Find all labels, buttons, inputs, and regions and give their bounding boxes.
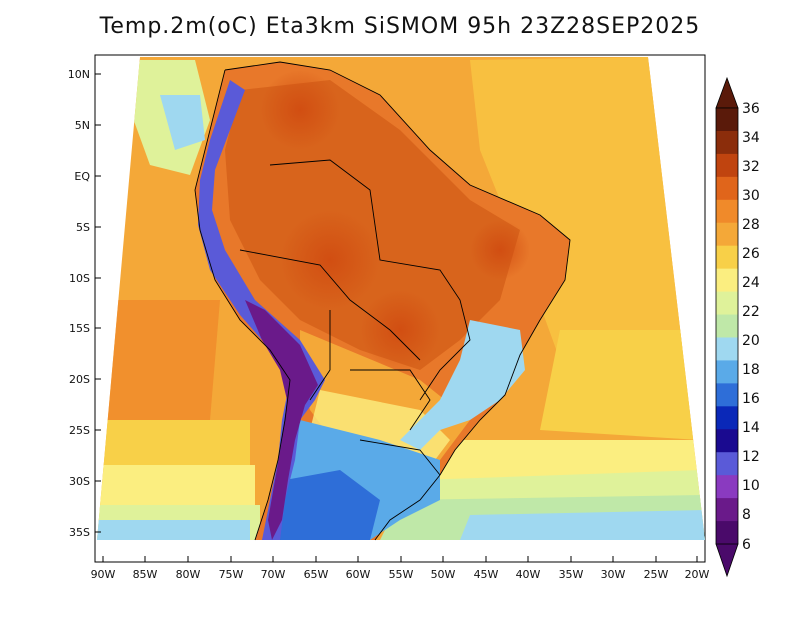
country-borders (194, 61, 571, 541)
colorbar-segment (716, 337, 738, 361)
colorbar-segment (716, 475, 738, 499)
colorbar-segment (716, 383, 738, 407)
colorbar-label: 32 (742, 159, 760, 175)
colorbar-label: 22 (742, 304, 760, 320)
lat-label: 5S (76, 221, 90, 234)
colorbar-label: 30 (742, 188, 760, 204)
colorbar-label: 18 (742, 362, 760, 378)
colorbar-segment (716, 429, 738, 453)
colorbar-segment (716, 452, 738, 476)
colorbar-top-arrow (715, 76, 739, 109)
lat-label: 20S (69, 373, 90, 386)
patagonia-cold (262, 470, 380, 540)
temperature-field (97, 57, 705, 540)
lon-label: 50W (431, 568, 456, 581)
lon-label: 35W (559, 568, 584, 581)
lon-label: 85W (133, 568, 158, 581)
colorbar-segment (716, 360, 738, 384)
colorbar-label: 20 (742, 333, 760, 349)
latitude-ticks (95, 73, 101, 533)
lon-label: 30W (601, 568, 626, 581)
colorbar-segment (716, 153, 738, 178)
colorbar-segment (716, 406, 738, 430)
lon-label: 55W (389, 568, 414, 581)
colorbar-segment (716, 498, 738, 522)
lat-label: 10S (69, 272, 90, 285)
colorbar-label: 34 (742, 130, 760, 146)
pacific-warm-zone (97, 300, 220, 420)
colorbar-segment (716, 291, 738, 315)
lat-label: 30S (69, 475, 90, 488)
lat-label: 35S (69, 526, 90, 539)
atlantic-warm-zone (470, 57, 690, 360)
atlantic-18-zone (460, 510, 705, 540)
lon-label: 65W (304, 568, 329, 581)
colorbar-segments (715, 107, 739, 545)
pacific-18-zone (97, 520, 250, 540)
lon-label: 70W (261, 568, 286, 581)
lon-label: 40W (516, 568, 541, 581)
lon-label: 80W (176, 568, 201, 581)
lon-label: 25W (644, 568, 669, 581)
colorbar: 36 34 32 30 28 26 24 22 20 18 16 14 12 1… (715, 76, 760, 578)
colorbar-label: 36 (742, 101, 760, 117)
longitude-axis: 90W 85W 80W 75W 70W 65W 60W 55W 50W 45W … (91, 568, 710, 581)
colorbar-segment (716, 314, 738, 338)
colorbar-label: 16 (742, 391, 760, 407)
colorbar-labels: 36 34 32 30 28 26 24 22 20 18 16 14 12 1… (742, 101, 760, 553)
lon-label: 75W (219, 568, 244, 581)
colorbar-label: 14 (742, 420, 760, 436)
lon-label: 90W (91, 568, 116, 581)
atlantic-26-zone (540, 330, 700, 440)
colorbar-segment (716, 176, 738, 201)
latitude-axis: 10N 5N EQ 5S 10S 15S 20S 25S 30S 35S (68, 68, 91, 539)
colorbar-segment (716, 521, 738, 545)
andes-high (245, 300, 318, 540)
colorbar-label: 10 (742, 478, 760, 494)
colorbar-segment (716, 130, 738, 155)
map-title: Temp.2m(oC) Eta3km SiSMOM 95h 23Z28SEP20… (99, 14, 701, 39)
colorbar-segment (716, 222, 738, 247)
lat-label: EQ (74, 170, 90, 183)
lat-label: 25S (69, 424, 90, 437)
lon-label: 60W (346, 568, 371, 581)
lat-label: 5N (75, 119, 90, 132)
pacific-north-cold-zone (160, 95, 205, 150)
pacific-24-zone (97, 465, 255, 510)
longitude-ticks (102, 556, 698, 562)
lon-label: 20W (685, 568, 710, 581)
lon-label: 45W (474, 568, 499, 581)
colorbar-label: 6 (742, 537, 751, 553)
southeast-cool (400, 320, 525, 450)
colorbar-segment (716, 108, 738, 132)
colorbar-label: 28 (742, 217, 760, 233)
colorbar-segment (716, 199, 738, 224)
colorbar-bottom-arrow (715, 543, 739, 578)
colorbar-label: 12 (742, 449, 760, 465)
colorbar-outline (715, 107, 739, 545)
colorbar-segment (716, 268, 738, 292)
colorbar-segment (716, 245, 738, 270)
pacific-26-zone (97, 420, 250, 470)
colorbar-label: 26 (742, 246, 760, 262)
colorbar-label: 24 (742, 275, 760, 291)
lat-label: 15S (69, 322, 90, 335)
lat-label: 10N (68, 68, 90, 81)
colorbar-label: 8 (742, 507, 751, 523)
